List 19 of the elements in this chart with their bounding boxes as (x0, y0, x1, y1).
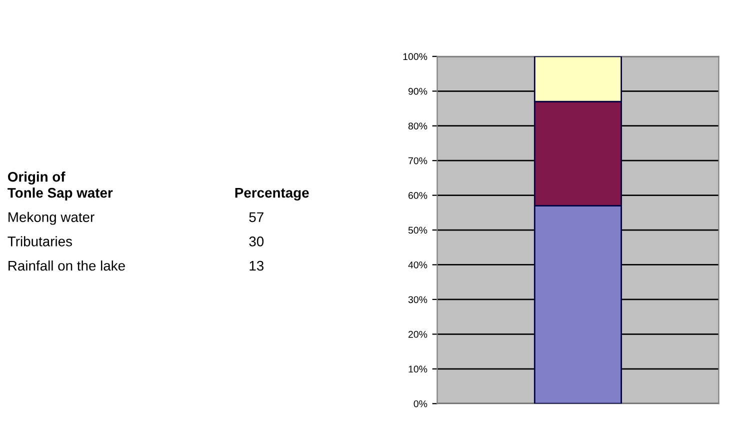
category-label: Tributaries (8, 236, 72, 246)
data-label: 57 (249, 212, 264, 222)
category-label: Rainfall on the lake (8, 260, 125, 271)
y-tick-label: 30% (408, 296, 428, 304)
y-tick-label: 100% (403, 53, 428, 60)
y-tick-label: 0% (414, 400, 428, 408)
y-tick-label: 70% (408, 157, 428, 164)
data-label: 30 (249, 236, 264, 246)
y-tick-label: 90% (408, 88, 428, 95)
y-tick-label: 10% (408, 366, 428, 373)
y-tick-label: 80% (408, 122, 428, 130)
y-tick-label: 20% (408, 330, 428, 338)
text: Origin of Tonle Sap water (8, 172, 113, 201)
data-label: 13 (250, 260, 264, 271)
y-tick-label: 50% (408, 226, 428, 234)
y-tick-label: 40% (408, 261, 428, 268)
text: Percentage (235, 188, 309, 201)
y-tick-label: 60% (408, 192, 428, 199)
category-label: Mekong water (8, 212, 94, 225)
